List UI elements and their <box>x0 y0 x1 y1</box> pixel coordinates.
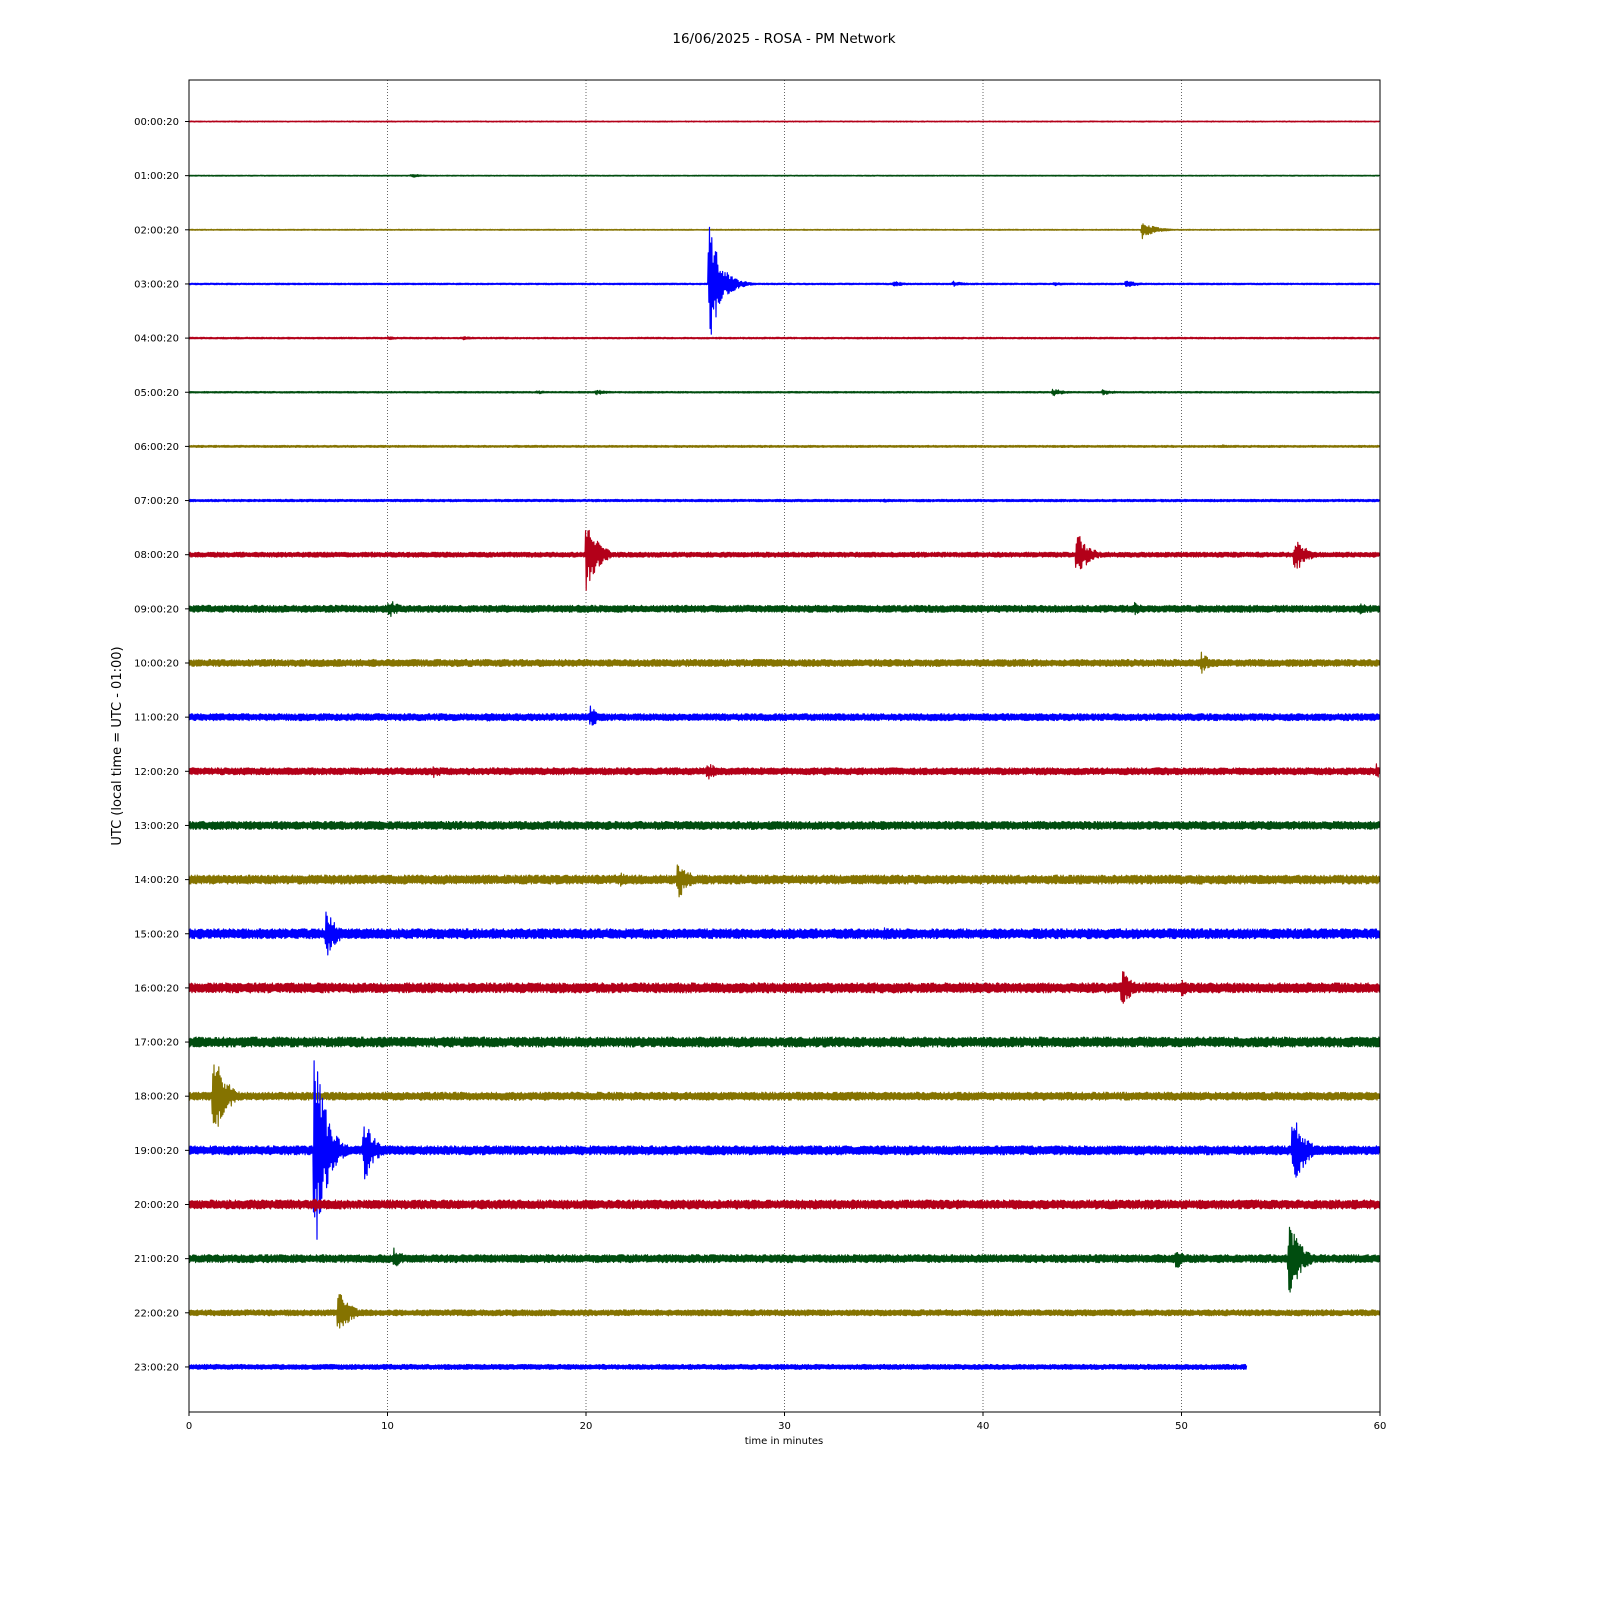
y-tick-label: 05:00:20 <box>134 388 179 399</box>
trace-line-02-00-20 <box>188 223 1380 240</box>
y-tick-label: 10:00:20 <box>134 659 179 670</box>
trace-line-18-00-20 <box>188 1064 1380 1127</box>
x-tick-label-30: 30 <box>778 1421 791 1432</box>
trace-line-12-00-20 <box>188 763 1380 780</box>
grid-lines <box>387 80 1182 1412</box>
chart-title: 16/06/2025 - ROSA - PM Network <box>672 31 895 47</box>
y-tick-label: 03:00:20 <box>134 279 179 290</box>
y-axis-label: UTC (local time = UTC - 01:00) <box>110 646 125 845</box>
x-tick-label-10: 10 <box>381 1421 394 1432</box>
x-axis-label: time in minutes <box>745 1436 824 1447</box>
trace-line-17-00-20 <box>188 1036 1380 1048</box>
trace-line-00-00-20 <box>188 120 1380 123</box>
trace-line-23-00-20 <box>188 1363 1248 1370</box>
y-tick-label: 12:00:20 <box>134 767 179 778</box>
trace-line-20-00-20 <box>188 1198 1380 1212</box>
x-tick-label-0: 0 <box>186 1421 192 1432</box>
y-tick-labels: 00:00:20 01:00:20 02:00:20 03:00:20 04:00:20… <box>134 117 189 1373</box>
y-tick-label: 17:00:20 <box>134 1038 179 1049</box>
trace-line-07-00-20 <box>188 498 1380 503</box>
x-tick-label-60: 60 <box>1374 1421 1387 1432</box>
trace-line-06-00-20 <box>188 444 1380 449</box>
trace-line-13-00-20 <box>188 820 1380 830</box>
y-tick-label: 23:00:20 <box>134 1362 179 1373</box>
trace-line-05-00-20 <box>188 388 1380 397</box>
x-tick-label-50: 50 <box>1175 1421 1188 1432</box>
y-tick-label: 06:00:20 <box>134 442 179 453</box>
trace-line-03-00-20 <box>188 226 1380 335</box>
trace-line-04-00-20 <box>188 336 1380 341</box>
y-tick-label: 07:00:20 <box>134 496 179 507</box>
trace-line-09-00-20 <box>188 601 1380 618</box>
x-tick-labels: 0 10 20 30 40 50 60 <box>186 1412 1387 1432</box>
y-tick-label: 18:00:20 <box>134 1092 179 1103</box>
trace-line-19-00-20 <box>188 1060 1380 1240</box>
x-tick-label-40: 40 <box>977 1421 990 1432</box>
y-tick-label: 02:00:20 <box>134 225 179 236</box>
y-tick-label: 20:00:20 <box>134 1200 179 1211</box>
y-tick-label: 13:00:20 <box>134 821 179 832</box>
trace-line-16-00-20 <box>188 971 1380 1004</box>
trace-area <box>188 120 1380 1370</box>
y-tick-label: 16:00:20 <box>134 983 179 994</box>
trace-line-11-00-20 <box>188 705 1380 726</box>
plot-frame <box>188 79 1381 1413</box>
y-tick-label: 19:00:20 <box>134 1146 179 1157</box>
trace-line-10-00-20 <box>188 651 1380 674</box>
trace-line-01-00-20 <box>188 174 1380 178</box>
y-tick-label: 08:00:20 <box>134 550 179 561</box>
y-tick-label: 01:00:20 <box>134 171 179 182</box>
y-tick-label: 11:00:20 <box>134 713 179 724</box>
trace-line-22-00-20 <box>188 1294 1380 1329</box>
trace-line-21-00-20 <box>188 1226 1380 1293</box>
y-tick-label: 22:00:20 <box>134 1308 179 1319</box>
y-tick-label: 00:00:20 <box>134 117 179 128</box>
x-tick-label-20: 20 <box>580 1421 593 1432</box>
y-tick-label: 15:00:20 <box>134 929 179 940</box>
trace-line-15-00-20 <box>188 911 1380 956</box>
y-tick-label: 09:00:20 <box>134 604 179 615</box>
y-tick-label: 04:00:20 <box>134 334 179 345</box>
trace-line-08-00-20 <box>188 529 1380 591</box>
y-tick-label: 14:00:20 <box>134 875 179 886</box>
y-tick-label: 21:00:20 <box>134 1254 179 1265</box>
trace-line-14-00-20 <box>188 864 1380 898</box>
